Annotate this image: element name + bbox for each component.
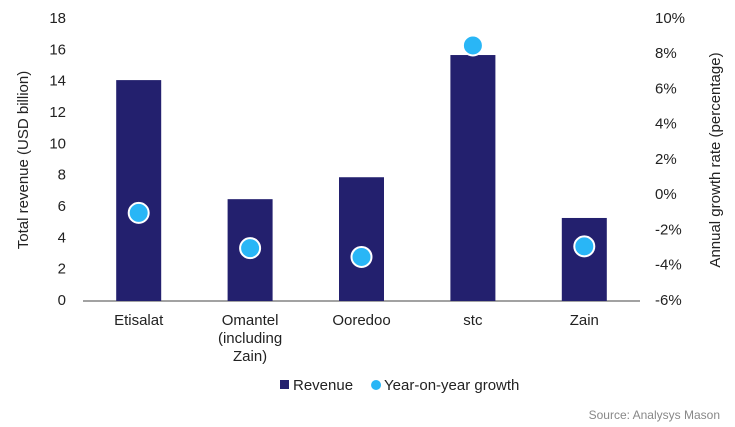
bar bbox=[561, 217, 607, 301]
y2-tick-label: -4% bbox=[655, 257, 682, 274]
y2-tick-label: 0% bbox=[655, 186, 677, 203]
growth-dot bbox=[127, 201, 150, 224]
source-note: Source: Analysys Mason bbox=[589, 408, 720, 422]
legend-label: Revenue bbox=[293, 377, 353, 394]
y2-tick-label: 10% bbox=[655, 10, 685, 27]
growth-dot bbox=[461, 34, 484, 57]
bar bbox=[450, 55, 496, 302]
x-tick-label: Zain bbox=[569, 312, 599, 329]
y-tick-label: 2 bbox=[58, 261, 66, 278]
y-tick-label: 8 bbox=[58, 167, 66, 184]
y2-tick-label: 6% bbox=[655, 80, 677, 97]
y-tick-label: 12 bbox=[49, 104, 66, 121]
x-tick-label: stc bbox=[463, 312, 483, 329]
bar bbox=[116, 80, 162, 301]
legend-marker bbox=[371, 380, 382, 390]
legend-marker bbox=[280, 380, 289, 389]
growth-dot bbox=[573, 235, 596, 258]
y2-tick-label: 4% bbox=[655, 116, 677, 133]
y-tick-label: 18 bbox=[49, 10, 66, 27]
x-tick-label: Omantel (including Zain) bbox=[217, 312, 283, 365]
y2-tick-label: 8% bbox=[655, 45, 677, 62]
x-tick-label: Etisalat bbox=[114, 312, 164, 329]
y2-tick-label: -2% bbox=[655, 221, 682, 238]
legend-label: Year-on-year growth bbox=[384, 377, 519, 394]
y-tick-label: 4 bbox=[58, 229, 66, 246]
bar bbox=[339, 177, 384, 301]
y2-tick-label: -6% bbox=[655, 292, 682, 309]
y-tick-label: 16 bbox=[49, 41, 66, 58]
y-tick-label: 14 bbox=[49, 73, 66, 90]
y-axis-title: Total revenue (USD billion) bbox=[15, 71, 32, 249]
y-tick-label: 6 bbox=[58, 198, 66, 215]
y2-tick-label: 2% bbox=[655, 151, 677, 168]
y-tick-label: 10 bbox=[49, 135, 66, 152]
y-tick-label: 0 bbox=[58, 292, 66, 309]
y2-axis-title: Annual growth rate (percentage) bbox=[707, 52, 724, 267]
x-tick-label: Ooredoo bbox=[332, 312, 391, 329]
growth-dot bbox=[239, 237, 262, 260]
growth-dot bbox=[350, 245, 373, 268]
